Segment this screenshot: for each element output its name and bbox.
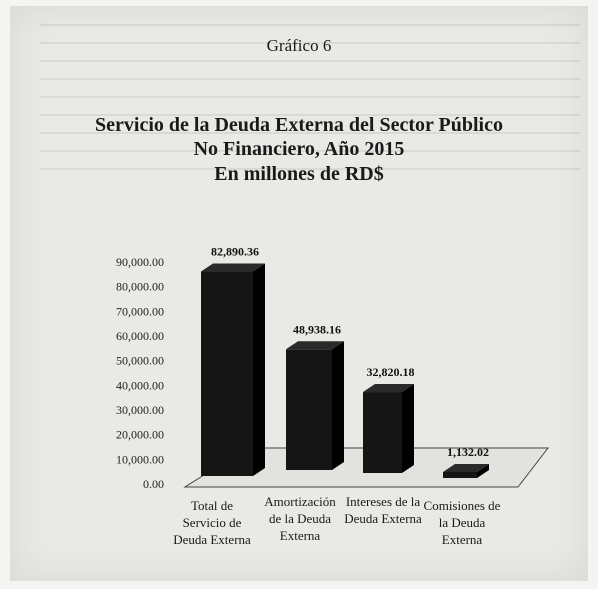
bar: [363, 392, 402, 473]
y-tick-label: 30,000.00: [116, 403, 164, 417]
category-label-line: Externa: [280, 528, 321, 543]
category-label-line: Externa: [442, 532, 483, 547]
bar-side: [477, 464, 489, 478]
category-label-line: Amortización: [264, 494, 336, 509]
category-label-line: de la Deuda: [269, 511, 331, 526]
category-label-line: Intereses de la: [346, 494, 421, 509]
y-tick-label: 0.00: [143, 477, 164, 491]
data-label: 32,820.18: [367, 365, 415, 379]
bar-side: [332, 341, 344, 470]
category-label: Total de Servicio de Deuda Externa: [173, 498, 251, 547]
y-tick-label: 70,000.00: [116, 304, 164, 318]
y-tick-label: 40,000.00: [116, 378, 164, 392]
y-tick-label: 20,000.00: [116, 428, 164, 442]
chart-title-line-1: Servicio de la Deuda Externa del Sector …: [95, 114, 503, 136]
category-label-line: Comisiones de: [424, 498, 501, 513]
data-label: 48,938.16: [293, 322, 341, 336]
bar-top: [201, 263, 265, 272]
category-label-line: Total de: [191, 498, 233, 513]
bar-side: [402, 384, 414, 473]
category-label: Comisiones de la Deuda Externa: [424, 498, 501, 547]
data-label: 82,890.36: [211, 245, 259, 259]
category-label-line: Deuda Externa: [173, 532, 251, 547]
y-tick-label: 50,000.00: [116, 354, 164, 368]
bar: [443, 472, 477, 478]
y-tick-label: 10,000.00: [116, 452, 164, 466]
data-label: 1,132.02: [447, 445, 489, 459]
bar-side: [253, 263, 265, 476]
category-label-line: la Deuda: [439, 515, 486, 530]
bar-top: [363, 384, 414, 393]
y-tick-label: 90,000.00: [116, 255, 164, 269]
y-tick-label: 80,000.00: [116, 280, 164, 294]
category-label-line: Servicio de: [183, 515, 242, 530]
category-label-line: Deuda Externa: [344, 511, 422, 526]
category-label: Intereses de la Deuda Externa: [344, 494, 422, 526]
bar-top: [443, 464, 489, 472]
chart-title-line-2: No Financiero, Año 2015: [193, 138, 405, 160]
bar: [201, 271, 253, 476]
bar: [286, 349, 332, 470]
figure-label: Gráfico 6: [266, 36, 332, 55]
category-label: Amortización de la Deuda Externa: [264, 494, 336, 543]
bar-top: [286, 341, 344, 350]
chart-title-line-3: En millones de RD$: [214, 163, 384, 185]
y-tick-label: 60,000.00: [116, 329, 164, 343]
